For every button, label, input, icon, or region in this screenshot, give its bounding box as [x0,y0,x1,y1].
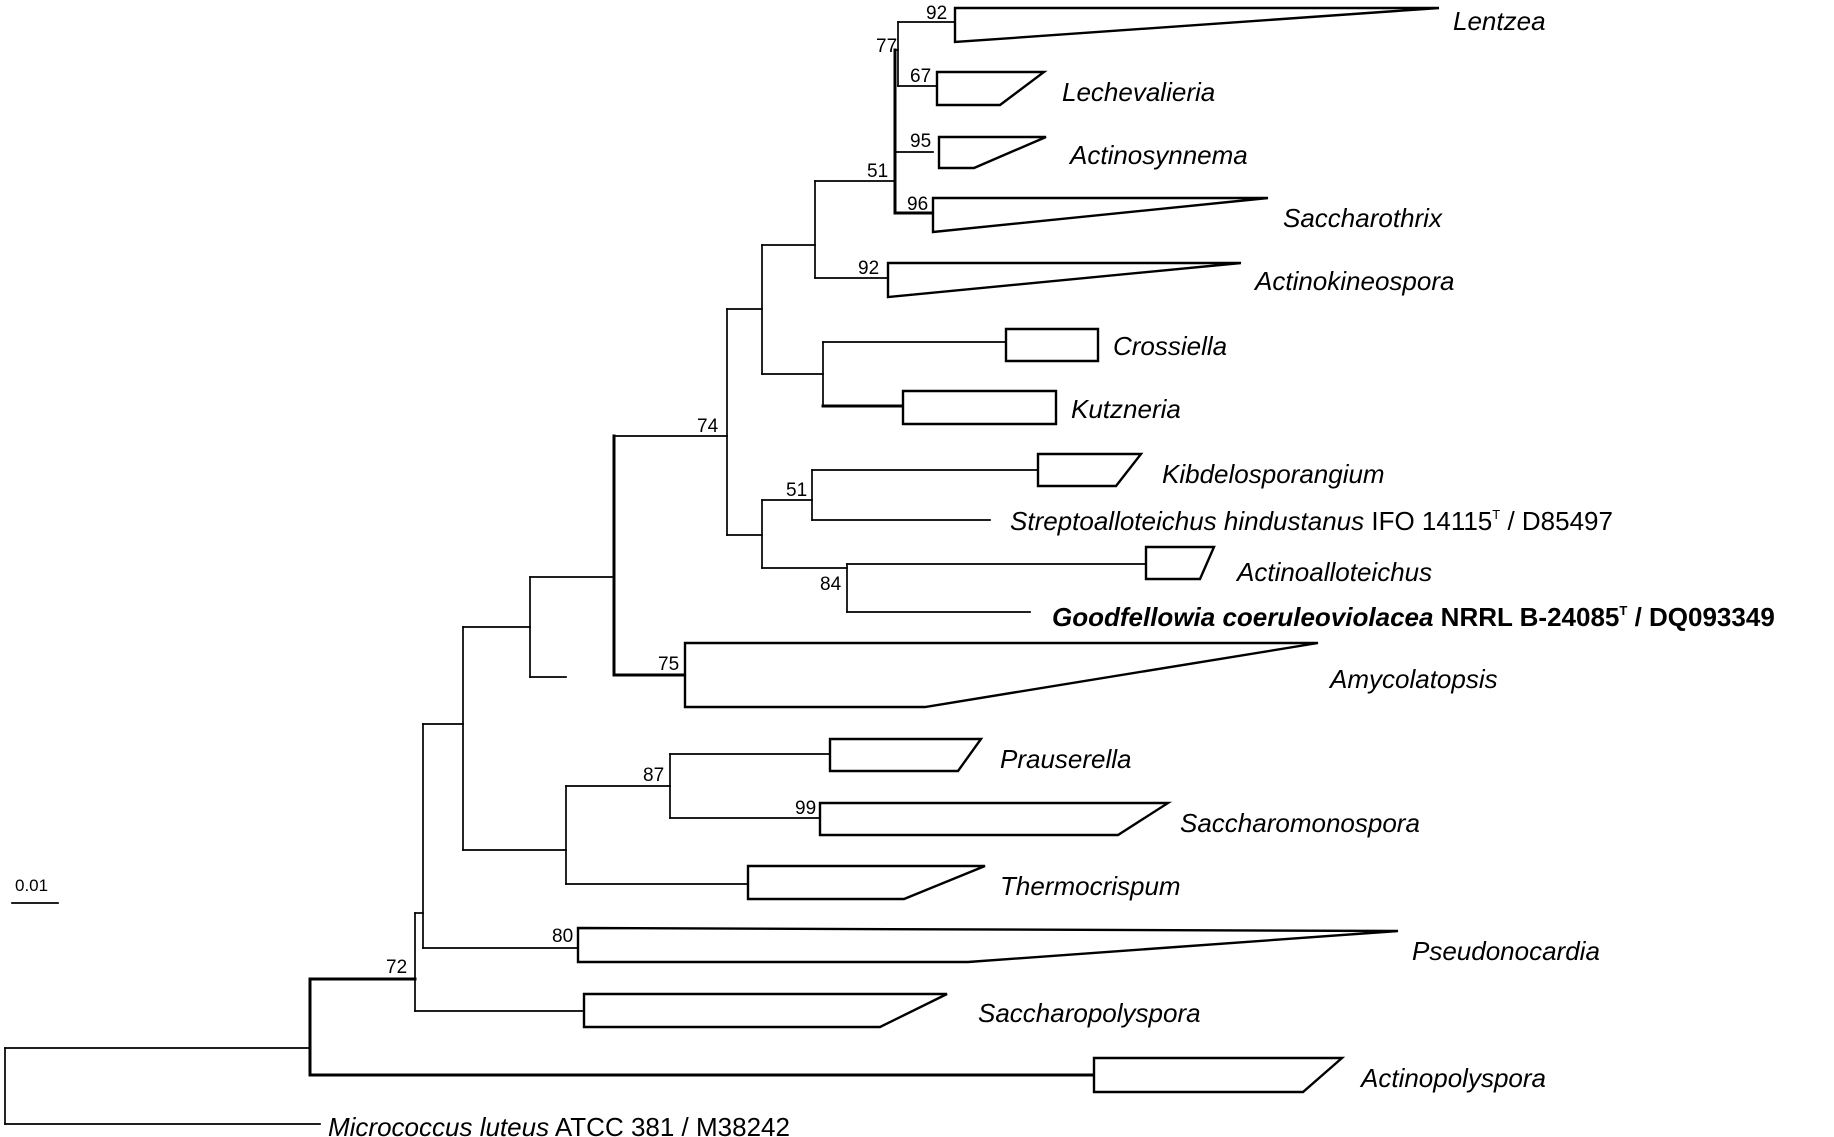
taxon-micrococcus: Micrococcus luteus ATCC 381 / M38242 [328,1112,790,1137]
clade-prauserella [828,737,984,773]
taxon-saccharopolyspora: Saccharopolyspora [978,998,1201,1028]
taxon-crossiella: Crossiella [1113,331,1227,361]
clade-actinosynnema [937,135,1047,170]
taxon-goodfellowia-type-mark: T [1619,603,1627,618]
scale-bar-label: 0.01 [15,876,48,895]
clade-thermocrispum [746,864,986,901]
taxon-labels: Lentzea Lechevalieria Actinosynnema Sacc… [328,6,1775,1137]
taxon-streptoalloteichus-type-mark: T [1492,507,1500,522]
taxon-goodfellowia-name: Goodfellowia coeruleoviolacea [1052,602,1433,632]
clade-saccharomonospora [818,801,1173,837]
taxon-goodfellowia-strain: NRRL B-24085 [1433,602,1619,632]
scale-bar: 0.01 [11,876,59,904]
taxon-lentzea: Lentzea [1453,6,1546,36]
bootstrap-node77: 77 [876,36,897,57]
taxon-goodfellowia-accession: / DQ093349 [1627,602,1774,632]
taxon-prauserella: Prauserella [1000,744,1132,774]
clade-actinopolyspora [1092,1056,1346,1094]
bootstrap-node87: 87 [643,765,664,786]
clade-actinokineospora [886,261,1242,299]
clade-pseudonocardia [576,926,1399,964]
taxon-kibdelosporangium: Kibdelosporangium [1162,459,1385,489]
bootstrap-lechevalieria: 67 [910,66,931,87]
taxon-actinokineospora: Actinokineospora [1253,266,1454,296]
bootstrap-actinokineospora: 92 [858,258,879,279]
bootstrap-lentzea: 92 [926,3,947,24]
clade-saccharopolyspora [582,992,948,1029]
bootstrap-node84: 84 [820,574,842,595]
taxon-thermocrispum: Thermocrispum [1000,871,1181,901]
bootstrap-node74: 74 [697,416,719,437]
taxon-actinosynnema: Actinosynnema [1068,140,1248,170]
taxon-goodfellowia: Goodfellowia coeruleoviolacea NRRL B-240… [1052,602,1775,632]
taxon-streptoalloteichus-name: Streptoalloteichus hindustanus [1010,506,1364,536]
clade-kutzneria [901,389,1058,426]
bootstrap-values: 92 77 67 95 51 96 92 74 51 84 75 87 99 8… [386,3,947,978]
taxon-streptoalloteichus-accession: / D85497 [1500,506,1613,536]
clade-actinoalloteichus [1144,545,1216,581]
bootstrap-saccharothrix: 96 [907,194,928,215]
taxon-saccharomonospora: Saccharomonospora [1180,808,1420,838]
clade-kibdelosporangium [1036,452,1144,488]
clade-amycolatopsis [683,641,1319,709]
taxon-amycolatopsis: Amycolatopsis [1328,664,1498,694]
taxon-pseudonocardia: Pseudonocardia [1412,936,1600,966]
bootstrap-saccharomonospora: 99 [795,798,816,819]
taxon-actinoalloteichus: Actinoalloteichus [1235,557,1432,587]
bootstrap-node51-upper: 51 [867,161,888,182]
bootstrap-amycolatopsis: 75 [658,654,679,675]
taxon-streptoalloteichus-strain: IFO 14115 [1364,506,1492,536]
taxon-streptoalloteichus: Streptoalloteichus hindustanus IFO 14115… [1010,506,1613,536]
taxon-micrococcus-name: Micrococcus luteus [328,1112,549,1137]
clade-crossiella [1004,327,1100,363]
bootstrap-pseudonocardia: 80 [552,926,573,947]
clade-lechevalieria [935,70,1048,107]
bootstrap-actinosynnema: 95 [910,131,931,152]
clade-saccharothrix [931,196,1269,234]
tree-branches [4,21,1147,1125]
taxon-saccharothrix: Saccharothrix [1283,203,1443,233]
collapsed-clades [576,6,1440,1094]
taxon-lechevalieria: Lechevalieria [1062,77,1215,107]
bootstrap-node51-lower: 51 [786,480,807,501]
clade-lentzea [953,6,1440,44]
taxon-micrococcus-rest: ATCC 381 / M38242 [549,1112,790,1137]
taxon-actinopolyspora: Actinopolyspora [1359,1063,1546,1093]
taxon-kutzneria: Kutzneria [1071,394,1181,424]
bootstrap-node72: 72 [386,957,407,978]
